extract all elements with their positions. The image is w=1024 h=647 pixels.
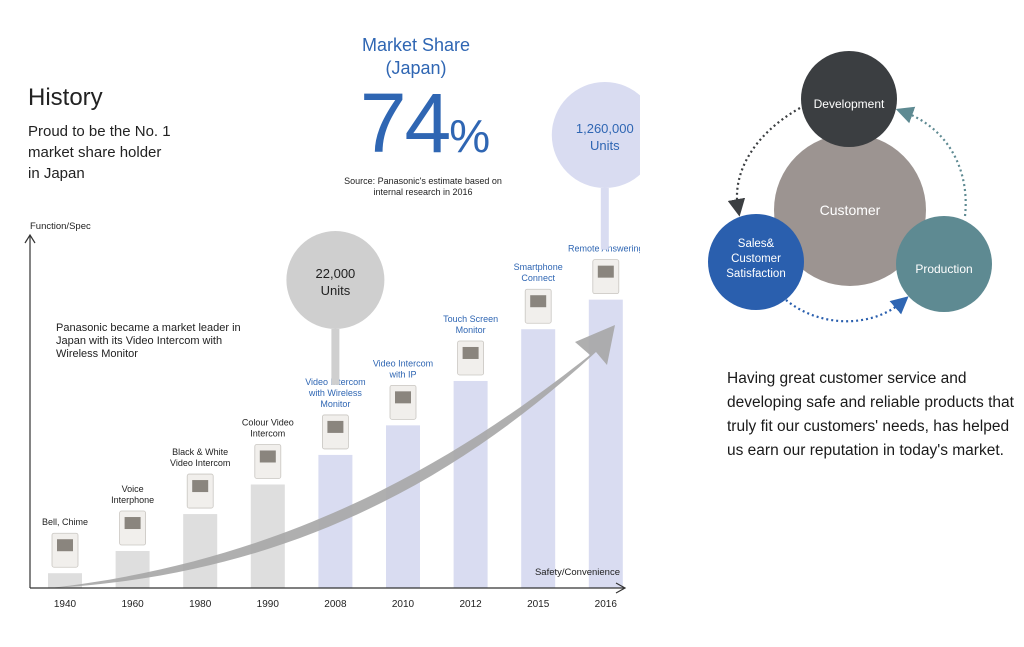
product-screen-2016: [597, 265, 614, 278]
product-screen-2012: [462, 346, 479, 359]
bar-1940: [48, 573, 82, 588]
product-screen-2010: [395, 391, 411, 404]
cycle-arrow-left: [727, 107, 801, 217]
product-screen-2015: [530, 295, 547, 308]
production-circle: [896, 216, 992, 312]
year-label-2015: 2015: [527, 599, 550, 610]
year-label-2016: 2016: [595, 599, 618, 610]
units-bubble-label-2008: 22,000 Units: [316, 266, 356, 298]
bar-1960: [115, 551, 150, 588]
product-screen-1960: [124, 517, 141, 530]
production-label: Production: [915, 262, 972, 276]
customer-label: Customer: [820, 202, 881, 218]
product-label-1940: Bell, Chime: [42, 517, 88, 527]
year-label-1940: 1940: [54, 599, 77, 610]
cycle-arrow-right: [895, 106, 967, 217]
year-label-2010: 2010: [392, 599, 415, 610]
history-bar-chart: 1940 Bell, Chime 1960 Voice Interphone 1980 Bl…: [24, 82, 640, 610]
product-label-1980: Black & White Video Intercom: [170, 447, 230, 468]
chart-axes: Function/Spec Safety/Convenience: [24, 221, 627, 594]
units-bubble-2016: [551, 82, 640, 188]
year-label-1980: 1980: [189, 599, 212, 610]
sales-circle: [708, 214, 804, 310]
market-share-figure: 74%: [345, 78, 505, 181]
sales-label: Sales& Customer Satisfaction: [726, 238, 785, 280]
bar-2010: [386, 425, 420, 588]
x-axis-arrowhead: [615, 582, 627, 594]
y-axis-label: Function/Spec: [30, 221, 91, 232]
bar-2012: [453, 380, 488, 588]
history-subtitle: Proud to be the No. 1 market share holde…: [28, 123, 171, 182]
year-label-2008: 2008: [324, 599, 347, 610]
reputation-paragraph: Having great customer service and develo…: [727, 370, 1014, 459]
y-axis-arrowhead: [24, 233, 36, 244]
product-label-1990: Colour Video Intercom: [242, 417, 294, 438]
x-axis-label: Safety/Convenience: [535, 567, 620, 578]
units-bubble-2008: [286, 231, 385, 329]
product-screen-1940: [57, 539, 73, 552]
product-screen-1980: [192, 480, 209, 493]
bar-1980: [183, 514, 218, 588]
cycle-arrow-bottom: [785, 296, 909, 323]
market-share-value: 74: [359, 76, 451, 170]
market-share-label: Market Share (Japan): [361, 35, 471, 78]
year-label-1960: 1960: [121, 599, 144, 610]
development-circle: [801, 51, 897, 147]
product-screen-2008: [327, 420, 344, 433]
year-label-1990: 1990: [257, 599, 280, 610]
market-share-source: Source: Panasonic's estimate based on in…: [344, 176, 502, 197]
leader-callout-note: Panasonic became a market leader in Japa…: [56, 322, 241, 360]
product-screen-1990: [259, 450, 276, 463]
bar-2015: [521, 329, 556, 588]
units-bubble-label-2016: 1,260,000 Units: [576, 121, 634, 153]
product-label-2015: Smartphone Connect: [514, 262, 563, 283]
product-label-1960: Voice Interphone: [111, 484, 154, 505]
product-label-2010: Video Intercom with IP: [373, 358, 433, 379]
development-label: Development: [814, 97, 885, 111]
year-label-2012: 2012: [459, 599, 482, 610]
product-label-2012: Touch Screen Monitor: [443, 314, 498, 335]
page-title: History: [28, 84, 103, 111]
customer-circle: [774, 134, 926, 286]
market-share-unit: %: [449, 110, 491, 162]
